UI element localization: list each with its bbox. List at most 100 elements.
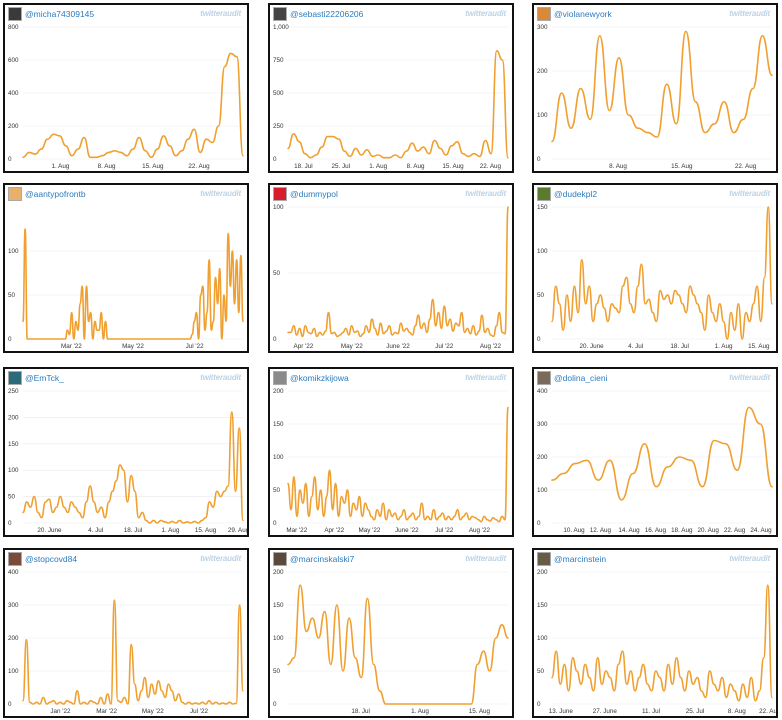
- avatar: [273, 371, 287, 385]
- y-tick-label: 100: [8, 467, 19, 474]
- x-tick-label: 4. Jul: [628, 343, 643, 350]
- x-tick-label: Jul '22: [190, 708, 209, 715]
- x-tick-label: 18. Jul: [124, 527, 143, 534]
- line-chart: 0 50 100 Mar '22 May '22 Jul '22: [8, 228, 244, 350]
- brand-logo: twitteraudit: [200, 373, 241, 382]
- y-tick-label: 600: [8, 57, 19, 64]
- y-tick-label: 100: [537, 635, 548, 642]
- x-tick-label: 15. Aug: [142, 163, 164, 170]
- y-tick-label: 100: [537, 248, 548, 255]
- y-tick-label: 50: [273, 668, 281, 675]
- y-tick-label: 200: [8, 414, 19, 421]
- y-tick-label: 200: [8, 635, 19, 642]
- y-tick-label: 250: [273, 123, 284, 130]
- line-chart: 0 50 100 150 200 250 20. June 4. Jul 18. Jul 1. A…: [8, 388, 247, 534]
- x-tick-label: 29. Aug: [228, 527, 247, 534]
- y-tick-label: 100: [8, 248, 19, 255]
- x-tick-label: 22. Aug: [735, 163, 757, 170]
- x-tick-label: 20. Aug: [698, 527, 720, 534]
- brand-logo: twitteraudit: [200, 9, 241, 18]
- x-tick-label: May '22: [341, 343, 363, 350]
- x-tick-label: 15. Aug: [671, 163, 693, 170]
- avatar: [273, 552, 287, 566]
- activity-line: [287, 406, 509, 523]
- account-handle[interactable]: @micha74309145: [25, 9, 95, 19]
- avatar: [537, 552, 551, 566]
- account-handle[interactable]: @EmTck_: [25, 373, 64, 383]
- account-handle[interactable]: @komikzkijowa: [290, 373, 349, 383]
- y-tick-label: 150: [273, 421, 284, 428]
- x-tick-label: Aug '22: [480, 343, 502, 350]
- y-tick-label: 0: [273, 156, 277, 163]
- x-tick-label: 20. June: [580, 343, 605, 350]
- y-tick-label: 200: [537, 569, 548, 576]
- account-handle[interactable]: @violanewyork: [554, 9, 612, 19]
- avatar: [8, 7, 22, 21]
- x-tick-label: Aug '22: [469, 527, 491, 534]
- y-tick-label: 300: [537, 421, 548, 428]
- line-chart: 0 50 100 Apr '22 May '22 June '22 Jul '22 Aug '…: [273, 204, 509, 350]
- line-chart: 0 100 200 300 400 Jan '22 Mar '22 May '22 Jul '2…: [8, 569, 244, 715]
- activity-line: [287, 584, 509, 705]
- account-handle[interactable]: @sebasti22206206: [290, 9, 364, 19]
- y-tick-label: 0: [8, 701, 12, 708]
- y-tick-label: 100: [537, 112, 548, 119]
- chart-panel: @stopcovd84 twitteraudit 0 100 200 300 400 Jan …: [3, 548, 249, 718]
- brand-logo: twitteraudit: [200, 554, 241, 563]
- x-tick-label: 22. Aug: [188, 163, 210, 170]
- x-tick-label: 8. Aug: [609, 163, 627, 170]
- brand-logo: twitteraudit: [729, 189, 770, 198]
- x-tick-label: 8. Aug: [407, 163, 425, 170]
- y-tick-label: 150: [8, 441, 19, 448]
- x-tick-label: May '22: [142, 708, 164, 715]
- chart-panel: @aantypofrontb twitteraudit 0 50 100 Mar '22 M…: [3, 183, 249, 353]
- x-tick-label: Jul '22: [435, 527, 454, 534]
- x-tick-label: 18. Jul: [670, 343, 689, 350]
- x-tick-label: 14. Aug: [618, 527, 640, 534]
- activity-line: [22, 228, 244, 340]
- line-chart: 0 200 400 600 800 1. Aug 8. Aug 15. Aug 22. Aug: [8, 24, 244, 170]
- x-tick-label: Jul '22: [186, 343, 205, 350]
- activity-line: [287, 50, 509, 159]
- line-chart: 0 100 200 300 8. Aug 15. Aug 22. Aug: [537, 24, 773, 170]
- y-tick-label: 50: [537, 292, 545, 299]
- account-handle[interactable]: @dudekpl2: [554, 189, 598, 199]
- line-chart: 0 250 500 750 1,000 18. Jul 25. Jul 1. Aug 8. Au…: [273, 24, 509, 170]
- brand-logo: twitteraudit: [465, 9, 506, 18]
- x-tick-label: 15. Aug: [469, 708, 491, 715]
- avatar: [8, 371, 22, 385]
- y-tick-label: 800: [8, 24, 19, 31]
- brand-logo: twitteraudit: [729, 9, 770, 18]
- y-tick-label: 500: [273, 90, 284, 97]
- account-handle[interactable]: @dummypol: [290, 189, 338, 199]
- x-tick-label: Apr '22: [294, 343, 314, 350]
- activity-line: [22, 599, 244, 705]
- line-chart: 0 50 100 150 200 18. Jul 1. Aug 15. Aug: [273, 569, 509, 715]
- account-handle[interactable]: @marcinstein: [554, 554, 607, 564]
- avatar: [8, 552, 22, 566]
- line-chart: 0 50 100 150 20. June 4. Jul 18. Jul 1. Aug 15. …: [537, 204, 773, 350]
- activity-line: [287, 206, 509, 338]
- x-tick-label: 1. Aug: [369, 163, 387, 170]
- y-tick-label: 50: [273, 487, 281, 494]
- account-handle[interactable]: @marcinskalski7: [290, 554, 355, 564]
- x-tick-label: June '22: [395, 527, 419, 534]
- x-tick-label: 15. Aug: [195, 527, 217, 534]
- line-chart: 0 100 200 300 400 10. Aug 12. Aug 14. Aug 16. Au…: [537, 388, 773, 534]
- account-handle[interactable]: @dolina_cieni: [554, 373, 608, 383]
- brand-logo: twitteraudit: [465, 189, 506, 198]
- x-tick-label: 25. Jul: [332, 163, 351, 170]
- chart-panel: @EmTck_ twitteraudit 0 50 100 150 200 250 20. Ju…: [3, 367, 249, 537]
- x-tick-label: 22. Aug: [724, 527, 746, 534]
- y-tick-label: 200: [273, 388, 284, 395]
- account-handle[interactable]: @stopcovd84: [25, 554, 78, 564]
- y-tick-label: 100: [273, 204, 284, 211]
- account-handle[interactable]: @aantypofrontb: [25, 189, 86, 199]
- y-tick-label: 150: [273, 602, 284, 609]
- y-tick-label: 200: [537, 68, 548, 75]
- chart-panel: @dolina_cieni twitteraudit 0 100 200 300 400 10…: [532, 367, 778, 537]
- activity-line: [551, 406, 773, 501]
- y-tick-label: 1,000: [273, 24, 289, 31]
- brand-logo: twitteraudit: [465, 554, 506, 563]
- x-tick-label: 22. Aug: [480, 163, 502, 170]
